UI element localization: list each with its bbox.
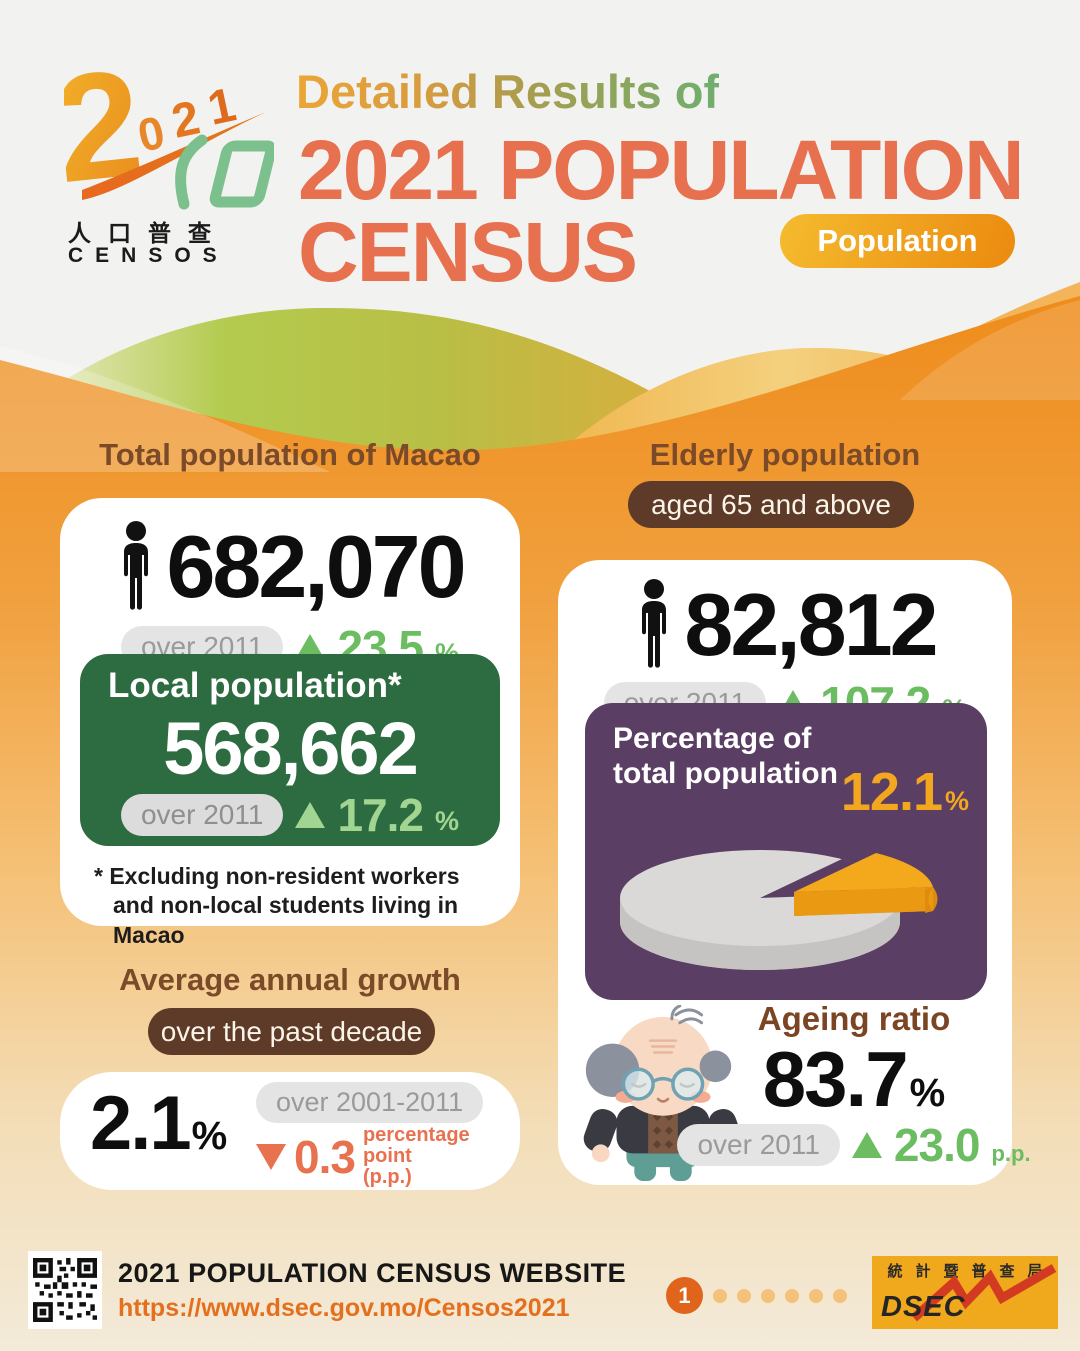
page-dot[interactable] — [761, 1288, 775, 1303]
compare-period-pill: over 2011 — [677, 1123, 840, 1167]
census-2021-logo: 2 0 2 1 — [64, 42, 274, 215]
page-dot[interactable] — [809, 1288, 823, 1303]
page-title-line1: 2021 POPULATION — [298, 123, 1025, 217]
ageing-ratio-title: Ageing ratio — [757, 1000, 951, 1037]
elderly-population-value: 82,812 — [684, 575, 938, 674]
growth-change-value: 0.3 — [294, 1130, 356, 1183]
section-title-average-growth: Average annual growth — [119, 962, 461, 997]
dsec-latin-name: DSEC — [881, 1291, 966, 1323]
local-population-card: Local population* 568,662 over 2011 17.2… — [80, 654, 500, 846]
footnote-line2: and non-local students living in Macao — [113, 892, 459, 948]
website-label: 2021 POPULATION CENSUS WEBSITE — [118, 1258, 627, 1288]
local-population-title: Local population* — [108, 666, 402, 705]
ageing-ratio-value: 83.7 — [762, 1035, 909, 1123]
total-population-card: 682,070 over 2011 23.5 % Local populatio… — [60, 498, 520, 948]
page-dot[interactable] — [713, 1288, 727, 1303]
local-population-footnote: * Excluding non-resident workers and non… — [94, 862, 520, 950]
aged-65-badge: aged 65 and above — [628, 481, 914, 528]
ageing-change-value: 23.0 — [893, 1119, 981, 1171]
page-dot[interactable] — [737, 1288, 751, 1303]
growth-value: 2.1 — [90, 1081, 192, 1166]
elderly-population-card: 82,812 over 2011 107.2 % Percentage of t… — [558, 560, 1031, 1185]
share-unit: % — [944, 786, 969, 816]
growth-unit: % — [191, 1114, 228, 1158]
local-population-change-row: over 2011 17.2 % — [80, 788, 500, 842]
growth-change-unit: percentage point (p.p.) — [362, 1124, 470, 1189]
ageing-change-row: over 2011 23.0 p.p. — [677, 1118, 1031, 1172]
ageing-change-unit: p.p. — [991, 1141, 1031, 1166]
local-population-change-unit: % — [434, 805, 459, 836]
logo-chinese-text: 人口普查 — [68, 220, 228, 246]
ageing-ratio-unit: % — [909, 1071, 946, 1115]
local-population-change-value: 17.2 — [337, 789, 424, 841]
person-icon — [642, 579, 667, 668]
logo-latin-text: CENSOS — [68, 244, 229, 267]
dsec-logo: 統計暨普查局 DSEC — [872, 1256, 1058, 1329]
increase-arrow-icon — [851, 1132, 882, 1158]
share-of-population-card: Percentage of total population 12.1 % — [585, 703, 987, 1000]
decrease-arrow-icon — [256, 1143, 286, 1170]
average-growth-card: 2.1 % over 2001-2011 0.3 percentage poin… — [60, 1072, 520, 1190]
growth-change-row: 0.3 percentage point (p.p.) — [256, 1125, 506, 1188]
page-number-current[interactable]: 1 — [666, 1277, 703, 1314]
person-icon — [124, 521, 149, 610]
footnote-line1: * Excluding non-resident workers — [94, 863, 460, 889]
ageing-ratio-block: Ageing ratio 83.7 % over 2011 23.0 p.p. — [677, 1000, 1031, 1172]
compare-period-pill: over 2001-2011 — [256, 1082, 484, 1124]
page-title-line2: CENSUS — [298, 205, 638, 299]
website-url-link[interactable]: https://www.dsec.gov.mo/Censos2021 — [118, 1294, 570, 1322]
compare-period-pill: over 2011 — [120, 793, 284, 837]
share-label: Percentage of total population — [613, 722, 838, 791]
section-title-total-population: Total population of Macao — [99, 437, 481, 472]
local-population-value: 568,662 — [163, 707, 419, 790]
svg-text:1: 1 — [203, 78, 240, 135]
elderly-share-pie-chart — [620, 850, 938, 970]
decade-badge: over the past decade — [148, 1008, 435, 1055]
page-dot[interactable] — [833, 1288, 847, 1303]
total-population-value: 682,070 — [166, 517, 466, 616]
page-title-prefix: Detailed Results of — [296, 65, 720, 118]
section-title-elderly: Elderly population — [649, 437, 921, 472]
dsec-zigzag-icon — [910, 1264, 1057, 1322]
share-value: 12.1 — [840, 762, 943, 822]
page-indicator: 1 — [666, 1277, 847, 1314]
dsec-chinese-name: 統計暨普查局 — [887, 1263, 1056, 1280]
page-dot[interactable] — [785, 1288, 799, 1303]
category-badge: Population — [780, 214, 1015, 268]
qr-code — [28, 1251, 102, 1329]
increase-arrow-icon — [295, 802, 326, 828]
